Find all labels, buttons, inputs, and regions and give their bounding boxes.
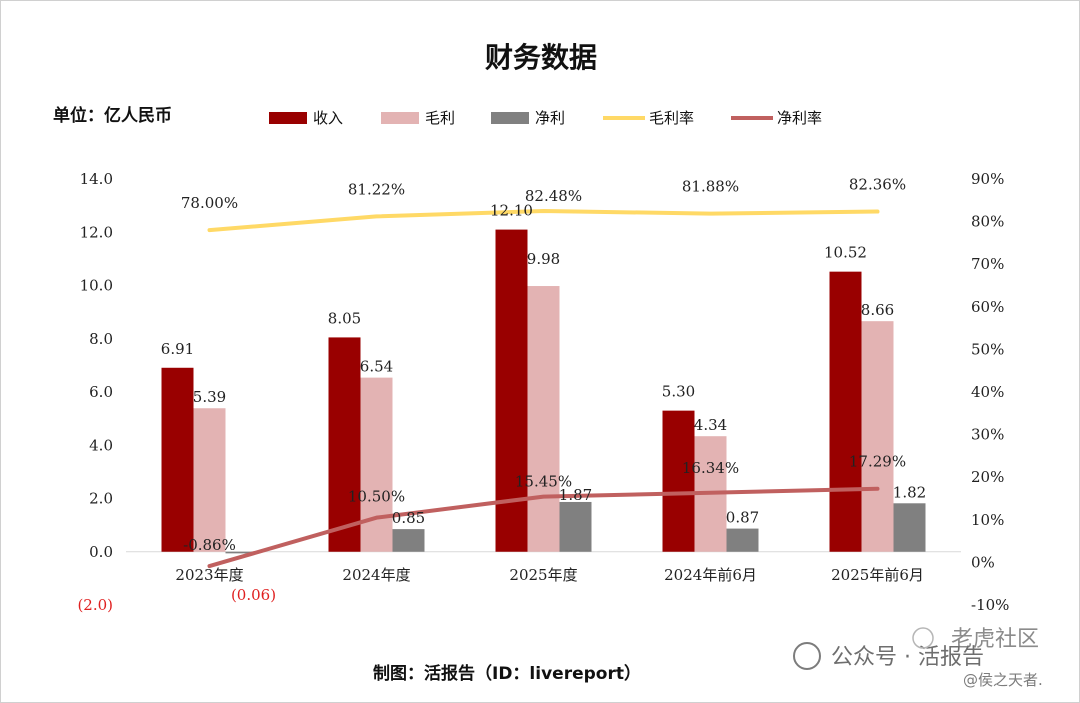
legend-swatch-净利 [491,112,529,124]
y-left-tick-label: 6.0 [89,383,113,401]
data-label-收入: 8.05 [328,309,361,327]
legend: 收入 毛利 净利 毛利率 净利率 [269,109,822,127]
y-left-tick-label: (2.0) [77,596,113,614]
y-left-tick-label: 8.0 [89,330,113,348]
footer-caption: 制图：活报告（ID：livereport） [373,663,641,684]
data-label-收入: 12.10 [490,202,533,220]
data-label-净利: 1.82 [893,483,926,501]
legend-label-毛利率: 毛利率 [649,109,694,127]
x-category-label: 2024年度 [342,566,410,584]
y-right-tick-label: 70% [971,255,1004,273]
bar-收入 [161,367,194,552]
data-label-毛利: 8.66 [861,301,894,319]
legend-label-毛利: 毛利 [425,109,455,127]
watermark: 公众号 · 活报告 老虎社区 @侯之天者. [793,627,1043,689]
labels-layer: 6.91 8.05 12.10 5.30 10.52 5.39 6.54 9.98 4.34 8.… [161,176,926,604]
bar-收入 [662,410,695,552]
y-right-tick-label: 50% [971,340,1004,358]
data-label-毛利率: 82.48% [525,187,582,205]
line-毛利率 [207,209,880,233]
data-label-毛利: 5.39 [193,388,226,406]
data-label-净利率: 17.29% [849,453,906,471]
bar-净利 [726,528,759,552]
wechat-icon [793,642,821,670]
legend-label-净利: 净利 [535,109,565,127]
bars-layer [161,229,926,554]
data-label-净利率: 10.50% [348,488,405,506]
data-label-收入: 6.91 [161,340,194,358]
y-left-tick-label: 0.0 [89,543,113,561]
data-label-净利: 0.87 [726,509,759,527]
data-label-净利: (0.06) [231,586,276,604]
bar-收入 [328,337,361,552]
y-right-tick-label: 0% [971,553,995,571]
y-left-tick-label: 12.0 [80,223,113,241]
legend-label-收入: 收入 [313,109,343,127]
bar-毛利 [861,321,894,552]
bar-净利 [893,503,926,552]
data-label-净利率: -0.86% [183,536,236,554]
data-label-净利: 0.85 [392,509,425,527]
y-right-tick-label: 30% [971,426,1004,444]
data-label-净利率: 16.34% [682,459,739,477]
x-category-label: 2023年度 [175,566,243,584]
bar-毛利 [527,286,560,552]
watermark-line1: 公众号 · 活报告 [831,645,984,670]
x-category-label: 2025年度 [509,566,577,584]
bar-毛利 [360,377,393,552]
y-right-tick-label: 20% [971,468,1004,486]
data-label-收入: 10.52 [824,244,867,262]
data-label-毛利率: 81.22% [348,180,405,198]
y-axis-right: -10% 0% 10% 20% 30% 40% 50% 60% 70% 80% 90% [971,170,1009,614]
y-left-tick-label: 4.0 [89,436,113,454]
legend-label-净利率: 净利率 [777,109,822,127]
y-left-tick-label: 2.0 [89,490,113,508]
tiger-community-icon [912,627,934,649]
unit-label: 单位：亿人民币 [53,105,172,126]
y-left-tick-label: 10.0 [80,277,113,295]
line-净利率 [207,486,880,569]
lines-layer [207,209,880,569]
bar-净利 [559,501,592,552]
watermark-line2: 老虎社区 [951,627,1039,652]
data-label-毛利率: 82.36% [849,176,906,194]
legend-swatch-收入 [269,112,307,124]
y-right-tick-label: -10% [971,596,1009,614]
data-label-净利: 1.87 [559,486,592,504]
x-category-label: 2024年前6月 [664,566,757,584]
data-label-净利率: 15.45% [515,473,572,491]
y-right-tick-label: 40% [971,383,1004,401]
x-axis: 2023年度 2024年度 2025年度 2024年前6月 2025年前6月 [175,566,923,584]
bar-净利 [225,551,258,554]
data-label-毛利率: 78.00% [181,194,238,212]
data-label-毛利率: 81.88% [682,178,739,196]
data-label-毛利: 6.54 [360,358,393,376]
bar-毛利 [193,408,226,552]
y-right-tick-label: 60% [971,298,1004,316]
y-right-tick-label: 90% [971,170,1004,188]
watermark-line3: @侯之天者. [963,671,1043,689]
data-label-收入: 5.30 [662,383,695,401]
data-label-毛利: 9.98 [527,250,560,268]
y-right-tick-label: 10% [971,511,1004,529]
chart-title: 财务数据 [485,41,597,74]
data-label-毛利: 4.34 [694,416,727,434]
bar-收入 [829,271,862,552]
x-category-label: 2025年前6月 [831,566,924,584]
bar-净利 [392,529,425,552]
y-right-tick-label: 80% [971,213,1004,231]
y-left-tick-label: 14.0 [80,170,113,188]
legend-swatch-毛利 [381,112,419,124]
